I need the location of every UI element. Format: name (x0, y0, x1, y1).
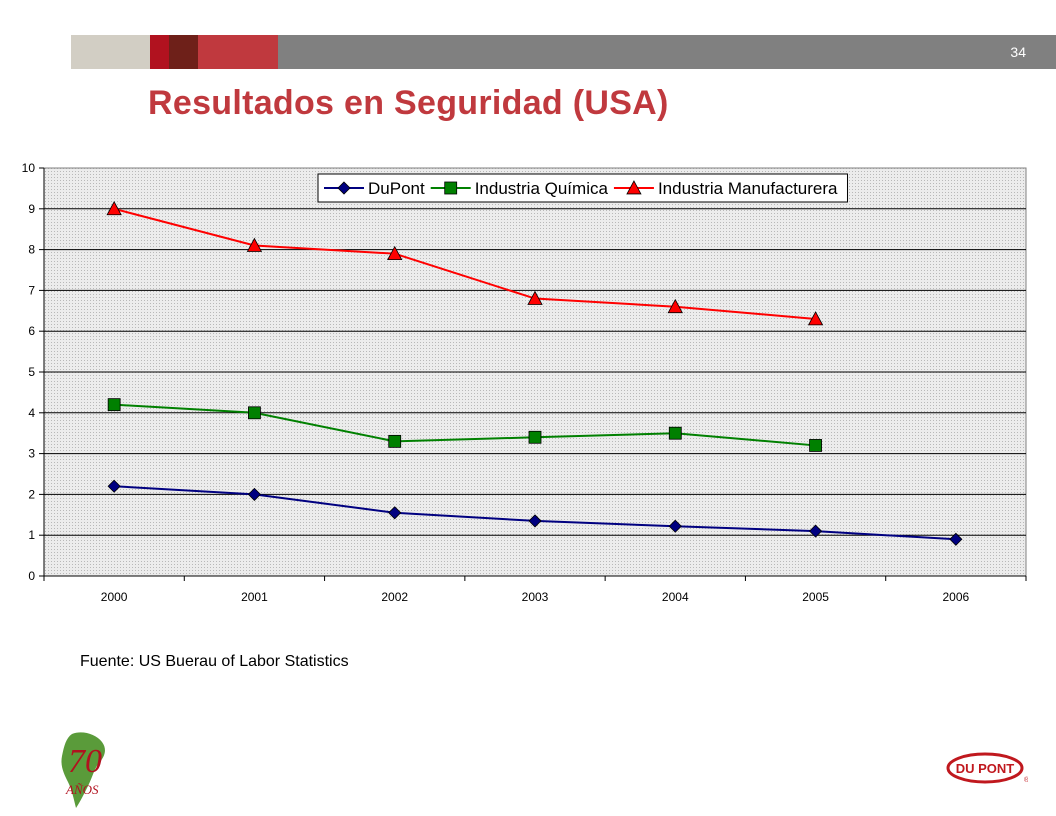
x-tick-label: 2002 (381, 590, 408, 604)
legend-label: DuPont (368, 179, 425, 198)
y-tick-label: 0 (28, 569, 35, 583)
data-point (528, 430, 542, 444)
page-number: 34 (1010, 44, 1026, 60)
legend-item: Industria Manufacturera (613, 179, 838, 198)
anniversary-number: 70 (68, 743, 102, 780)
y-tick-label: 5 (28, 365, 35, 379)
data-point (107, 479, 121, 493)
data-point (106, 200, 122, 216)
data-point (667, 298, 683, 314)
y-axis-ticks: 0 1 2 3 4 5 6 7 8 9 10 (22, 161, 45, 583)
data-point (528, 514, 542, 528)
x-tick-label: 2001 (241, 590, 268, 604)
y-tick-label: 2 (28, 487, 35, 501)
x-tick-label: 2005 (802, 590, 829, 604)
legend-label: Industria Química (475, 179, 609, 198)
data-point (247, 487, 261, 501)
y-tick-label: 4 (28, 406, 35, 420)
series-layer (106, 200, 963, 546)
source-note: Fuente: US Buerau of Labor Statistics (80, 653, 349, 670)
header-bar-gray (278, 35, 1056, 69)
data-point (246, 237, 263, 252)
data-point (248, 406, 261, 420)
x-tick-label: 2004 (662, 590, 689, 604)
anniversary-word: AÑOS (65, 782, 99, 797)
dupont-logo: DU PONT ® (946, 752, 1028, 784)
series-line (113, 207, 816, 320)
legend-box (317, 173, 848, 203)
x-tick-label: 2000 (101, 590, 128, 604)
y-tick-label: 10 (22, 161, 36, 175)
data-point (107, 398, 121, 412)
gridlines (44, 208, 1026, 536)
data-point (388, 434, 402, 448)
x-tick-label: 2003 (522, 590, 549, 604)
series-1 (107, 398, 822, 452)
dupont-logo-text: DU PONT (956, 761, 1015, 776)
legend-marker (626, 180, 642, 195)
slide-title: Resultados en Seguridad (USA) (148, 84, 669, 122)
x-axis-ticks: 2000 2001 2002 2003 2004 2005 2006 (43, 575, 1027, 604)
data-point (388, 506, 402, 520)
data-point (949, 532, 963, 546)
legend-item: DuPont (324, 179, 425, 198)
data-point (809, 439, 822, 452)
legend-marker (444, 181, 458, 195)
header-bar-beige (71, 35, 150, 69)
data-point (807, 311, 824, 326)
registered-mark: ® (1024, 776, 1028, 784)
y-tick-label: 9 (28, 202, 35, 216)
y-tick-label: 3 (28, 447, 35, 461)
series-line (114, 403, 816, 447)
y-tick-label: 8 (28, 243, 35, 257)
header-bar-rose (198, 35, 278, 69)
x-tick-label: 2006 (943, 590, 970, 604)
header-bar-red (150, 35, 169, 69)
data-point (387, 245, 403, 261)
y-tick-label: 7 (28, 283, 35, 297)
data-point (527, 290, 543, 305)
header-bar-maroon (169, 35, 198, 69)
south-america-shape (61, 732, 105, 808)
y-tick-label: 1 (28, 528, 35, 542)
data-point (809, 524, 823, 538)
data-point (668, 426, 682, 440)
series-0 (107, 479, 963, 546)
legend-label: Industria Manufacturera (658, 179, 838, 198)
y-tick-label: 6 (28, 324, 35, 338)
legend-marker (337, 181, 351, 195)
legend-item: Industria Química (430, 179, 609, 198)
chart-legend: DuPont Industria Química Industria Manufac… (317, 173, 848, 203)
series-2 (106, 200, 824, 326)
anniversary-logo: 70 AÑOS (61, 732, 105, 808)
data-point (668, 519, 682, 533)
